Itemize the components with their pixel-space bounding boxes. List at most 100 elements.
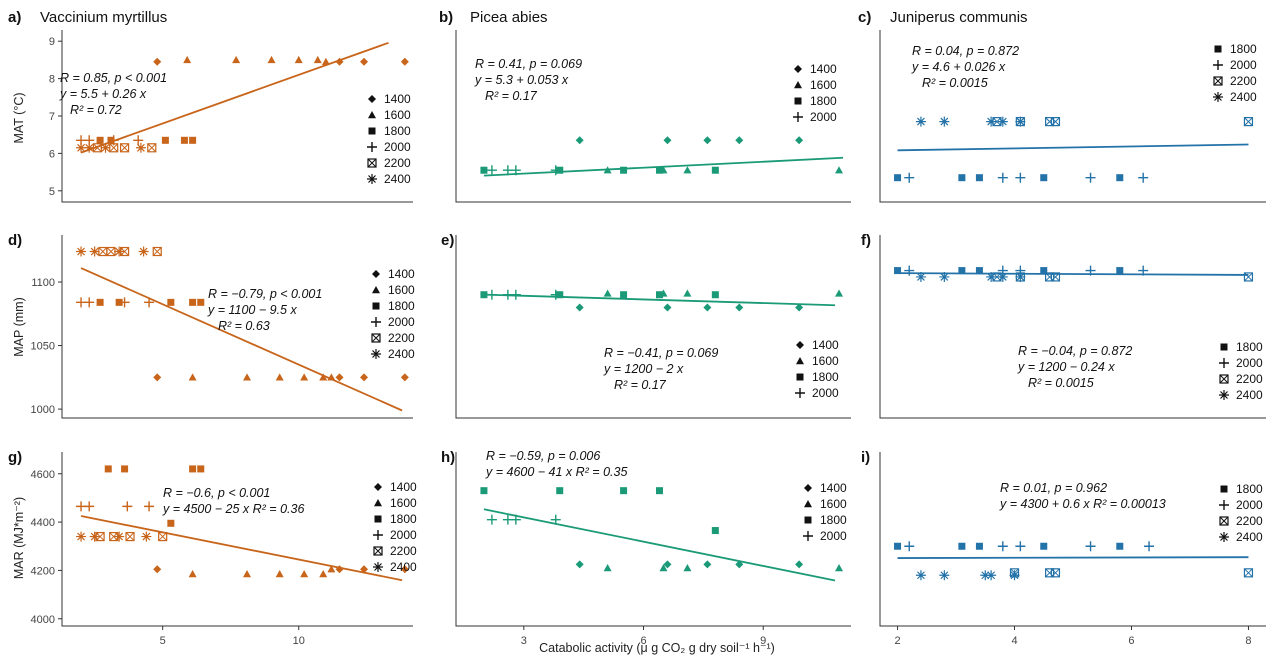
data-point-2000 bbox=[997, 541, 1008, 552]
data-point-1800-glyph bbox=[1116, 267, 1124, 275]
data-point-2200-box bbox=[1050, 117, 1061, 127]
legend-marker-2200-box bbox=[1219, 374, 1229, 384]
data-point-1400-glyph bbox=[575, 303, 584, 312]
legend-label: 1600 bbox=[812, 354, 839, 368]
legend-marker-1400-glyph bbox=[804, 484, 812, 492]
data-point-1800 bbox=[197, 298, 205, 306]
x-tick-label: 3 bbox=[521, 635, 527, 647]
data-point-2200-cross bbox=[109, 143, 119, 153]
data-point-1800 bbox=[655, 166, 663, 174]
data-point-2000 bbox=[510, 289, 521, 300]
data-point-2000-glyph bbox=[1015, 172, 1026, 183]
data-point-1400 bbox=[703, 303, 712, 312]
data-point-2000-glyph bbox=[119, 297, 130, 308]
legend-label: 1400 bbox=[384, 92, 411, 106]
legend-marker-2400-glyph bbox=[367, 174, 377, 184]
legend-marker-1400 bbox=[804, 484, 812, 492]
data-point-1400-glyph bbox=[575, 136, 584, 145]
data-point-1400 bbox=[795, 560, 804, 569]
panel-letter: b) bbox=[439, 9, 453, 26]
stat-line: R = −0.04, p = 0.872 bbox=[1018, 344, 1132, 358]
data-point-1800-glyph bbox=[189, 136, 197, 144]
data-point-2000 bbox=[486, 289, 497, 300]
data-point-1800 bbox=[189, 465, 197, 473]
data-point-1600-glyph bbox=[275, 570, 284, 578]
legend-marker-1800-glyph bbox=[368, 127, 376, 135]
legend-label: 2000 bbox=[1236, 356, 1263, 370]
panel-f: R = −0.04, p = 0.872 y = 1200 − 0.24 x R² … bbox=[861, 232, 1266, 419]
data-point-1600-glyph bbox=[294, 55, 303, 64]
data-point-1400-glyph bbox=[153, 565, 162, 574]
data-point-1400 bbox=[360, 565, 369, 574]
legend-label: 2000 bbox=[1236, 498, 1263, 512]
legend-marker-2200-cross bbox=[367, 158, 377, 168]
data-point-1800 bbox=[96, 298, 104, 306]
legend-marker-1800-glyph bbox=[1220, 343, 1228, 351]
data-point-1800 bbox=[975, 267, 983, 275]
stat-line: R² = 0.0015 bbox=[1028, 376, 1094, 390]
data-point-1600 bbox=[603, 166, 612, 174]
stat-line: y = 4300 + 0.6 x R² = 0.00013 bbox=[999, 497, 1166, 511]
data-point-1800-glyph bbox=[180, 136, 188, 144]
axis-frame bbox=[61, 235, 413, 419]
legend-marker-2200-cross bbox=[371, 333, 381, 343]
data-point-1400-glyph bbox=[663, 303, 672, 312]
data-point-1600-glyph bbox=[683, 289, 692, 297]
data-point-1600 bbox=[659, 564, 668, 572]
stat-line: R² = 0.17 bbox=[614, 378, 667, 392]
legend-label: 1400 bbox=[388, 267, 415, 281]
legend-marker-2200 bbox=[1219, 374, 1229, 384]
data-point-1400-glyph bbox=[703, 136, 712, 145]
data-point-2000 bbox=[1138, 265, 1149, 276]
data-point-1600-glyph bbox=[603, 289, 612, 297]
data-point-1400-glyph bbox=[153, 57, 162, 66]
x-tick-label: 6 bbox=[640, 635, 646, 647]
legend-label: 2000 bbox=[812, 386, 839, 400]
data-point-2400-glyph bbox=[915, 570, 926, 581]
data-point-1400-glyph bbox=[663, 136, 672, 145]
data-point-1800 bbox=[197, 465, 205, 473]
data-point-2000-glyph bbox=[510, 165, 521, 176]
data-point-2400 bbox=[84, 142, 95, 153]
data-point-2200 bbox=[98, 246, 108, 257]
data-point-1400-glyph bbox=[795, 560, 804, 569]
panel-h: 3 6 9 R = −0.59, p = 0.006 y = 4600 − 41 x R… bbox=[441, 449, 851, 647]
panel-letter: a) bbox=[8, 9, 21, 26]
legend-marker-1600 bbox=[794, 81, 802, 89]
data-point-1600-glyph bbox=[835, 166, 844, 174]
data-point-2000-glyph bbox=[997, 541, 1008, 552]
data-point-2400-glyph bbox=[89, 531, 100, 542]
data-point-2000-glyph bbox=[486, 514, 497, 525]
data-point-2200-cross bbox=[158, 532, 168, 541]
data-point-2200 bbox=[1050, 568, 1061, 578]
row-3-ylabel: MAR (MJ*m⁻²) bbox=[12, 497, 26, 579]
data-point-2000-glyph bbox=[133, 135, 144, 146]
data-point-2000 bbox=[122, 501, 133, 512]
data-point-2400 bbox=[986, 570, 997, 581]
data-point-2200-cross bbox=[1051, 272, 1060, 282]
data-point-2000 bbox=[550, 165, 561, 176]
stat-line: R² = 0.17 bbox=[485, 89, 538, 103]
data-point-2400-glyph bbox=[114, 246, 125, 257]
legend-label: 1600 bbox=[820, 497, 847, 511]
data-point-1800 bbox=[620, 166, 628, 174]
stat-line: R = 0.41, p = 0.069 bbox=[475, 57, 582, 71]
legend-marker-1600 bbox=[374, 499, 382, 507]
x-tick-label: 2 bbox=[894, 635, 900, 647]
panel-letter: f) bbox=[861, 232, 871, 249]
data-point-1400 bbox=[153, 565, 162, 574]
data-point-1400 bbox=[153, 57, 162, 66]
regression-line bbox=[897, 143, 1249, 152]
data-point-1600 bbox=[683, 289, 692, 297]
data-point-2400 bbox=[986, 116, 997, 127]
data-point-1800 bbox=[1040, 174, 1048, 182]
legend-marker-1600-glyph bbox=[374, 499, 382, 507]
y-tick-label: 4000 bbox=[31, 614, 55, 626]
data-point-2000 bbox=[133, 135, 144, 146]
data-point-1400-glyph bbox=[703, 560, 712, 569]
data-point-2000 bbox=[550, 514, 561, 525]
data-point-2000 bbox=[904, 172, 915, 183]
data-point-1600-glyph bbox=[835, 289, 844, 297]
legend-marker-1400 bbox=[374, 483, 382, 491]
data-point-1800 bbox=[189, 298, 197, 306]
